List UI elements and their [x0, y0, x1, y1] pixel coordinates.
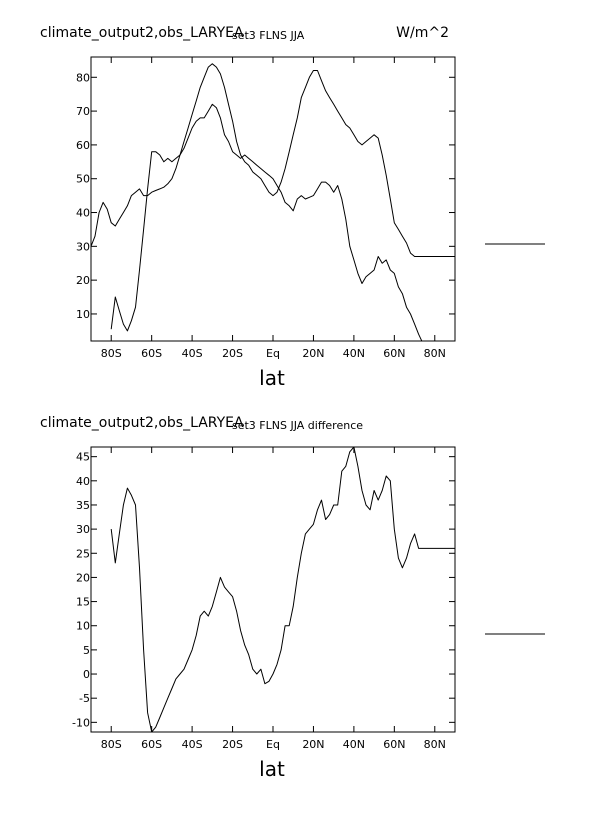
x-tick-label: 80N: [424, 738, 446, 751]
y-tick-label: 30: [76, 523, 90, 536]
x-tick-label: 20S: [222, 347, 243, 360]
x-axis-label: lat: [259, 757, 285, 781]
y-tick-label: 20: [76, 274, 90, 287]
y-tick-label: 10: [76, 620, 90, 633]
series-line-1: [110, 103, 423, 341]
y-tick-label: 80: [76, 71, 90, 84]
y-tick-label: 70: [76, 105, 90, 118]
y-tick-label: 60: [76, 139, 90, 152]
x-tick-label: 40S: [182, 738, 203, 751]
y-tick-label: 30: [76, 240, 90, 253]
x-tick-label: 60N: [383, 738, 405, 751]
x-tick-label: 80S: [101, 738, 122, 751]
x-tick-label: 60S: [141, 347, 162, 360]
y-tick-label: 50: [76, 173, 90, 186]
x-tick-label: 40S: [182, 347, 203, 360]
y-tick-label: 45: [76, 451, 90, 464]
y-tick-label: 10: [76, 308, 90, 321]
y-tick-label: -5: [79, 692, 90, 705]
y-tick-label: 40: [76, 207, 90, 220]
x-tick-label: 20S: [222, 738, 243, 751]
plot-frame: [90, 56, 456, 342]
x-tick-label: 40N: [343, 738, 365, 751]
y-tick-label: -10: [72, 716, 90, 729]
x-axis-label: lat: [259, 366, 285, 390]
chart-subtitle: set3 FLNS JJA: [232, 29, 305, 42]
y-tick-label: 25: [76, 547, 90, 560]
x-tick-label: Eq: [266, 738, 280, 751]
chart-subtitle: set3 FLNS JJA difference: [232, 419, 363, 432]
x-tick-label: 60S: [141, 738, 162, 751]
y-tick-label: 5: [83, 644, 90, 657]
y-tick-label: 0: [83, 668, 90, 681]
y-tick-label: 20: [76, 571, 90, 584]
x-tick-label: 80S: [101, 347, 122, 360]
series-line-2: [91, 63, 455, 257]
x-tick-label: 80N: [424, 347, 446, 360]
x-tick-label: 40N: [343, 347, 365, 360]
chart-title: climate_output2,obs_LARYEA: [40, 415, 244, 431]
series-line-1: [110, 447, 455, 732]
x-tick-label: Eq: [266, 347, 280, 360]
x-tick-label: 60N: [383, 347, 405, 360]
chart-title: climate_output2,obs_LARYEA: [40, 25, 244, 41]
x-tick-label: 20N: [302, 738, 324, 751]
y-tick-label: 35: [76, 499, 90, 512]
y-tick-label: 40: [76, 475, 90, 488]
y-tick-label: 15: [76, 596, 90, 609]
chart-units: W/m^2: [396, 25, 449, 41]
x-tick-label: 20N: [302, 347, 324, 360]
plot-frame: [90, 446, 456, 733]
